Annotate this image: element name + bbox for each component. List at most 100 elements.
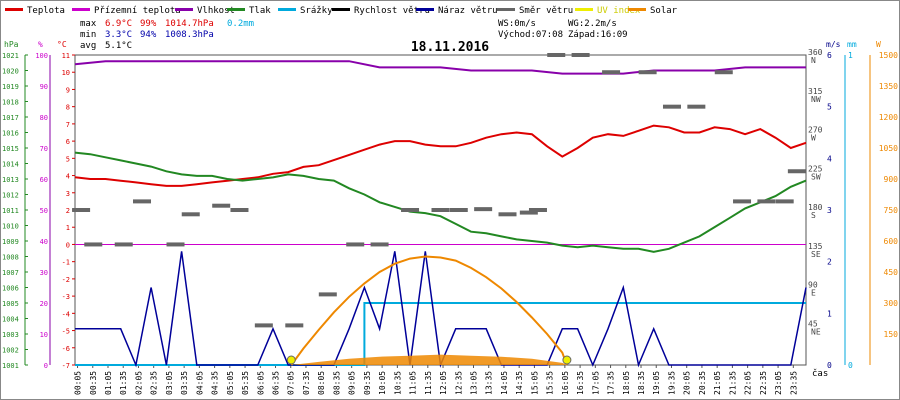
x-tick-6: 03:05 — [165, 371, 174, 395]
stat-max-label: max — [80, 19, 97, 29]
hpa-tick-1020: 1020 — [2, 68, 19, 76]
celsius-tick-9: 9 — [66, 86, 70, 94]
x-tick-label-1: 00:35 — [89, 371, 98, 395]
wind-dir-mark-22 — [602, 70, 621, 75]
stat-wind-speed: WS:0m/s — [498, 19, 536, 29]
x-tick-40: 20:05 — [683, 371, 692, 395]
hpa-tick-1006: 1006 — [2, 285, 19, 293]
hpa-tick-1019: 1019 — [2, 83, 19, 91]
hpa-tick-1003: 1003 — [2, 331, 19, 339]
x-tick-label-37: 18:35 — [637, 371, 646, 395]
x-tick-27: 13:35 — [485, 371, 494, 395]
x-tick-label-20: 10:05 — [378, 371, 387, 395]
x-tick-label-11: 05:35 — [241, 371, 250, 395]
x-tick-label-25: 12:35 — [454, 371, 463, 395]
percent-tick-90: 90 — [40, 83, 48, 91]
ms-tick-3: 3 — [827, 206, 832, 215]
celsius-tick-10: 10 — [62, 69, 70, 77]
wind-dir-mark-13 — [401, 208, 420, 212]
legend-label-2: Vlhkost — [197, 6, 235, 16]
dir-tick-dir-360: N — [811, 56, 816, 65]
series-sm-r-v-tru — [72, 53, 806, 328]
x-tick-1: 00:35 — [89, 371, 98, 395]
dir-tick-num-135: 135 — [808, 242, 823, 251]
wind-dir-mark-9 — [285, 323, 304, 328]
x-tick-label-46: 23:05 — [774, 371, 783, 395]
ms-tick-2: 2 — [827, 258, 832, 267]
series-solar — [290, 255, 568, 366]
x-tick-0: 00:05 — [74, 371, 83, 395]
celsius-tick-4: 4 — [66, 173, 70, 181]
stat-max-hum: 99% — [140, 19, 157, 29]
x-tick-label-35: 17:35 — [607, 371, 616, 395]
celsius-tick-1: 1 — [66, 224, 70, 232]
stat-max-temp: 6.9°C — [105, 19, 132, 29]
dir-tick-dir-315: NW — [811, 95, 821, 104]
legend-swatch-8 — [575, 8, 593, 11]
wind-dir-mark-8 — [254, 323, 273, 328]
wind-dir-mark-21 — [571, 53, 590, 57]
x-tick-25: 12:35 — [454, 371, 463, 395]
x-tick-label-9: 04:35 — [211, 371, 220, 395]
x-tick-label-8: 04:05 — [195, 371, 204, 395]
wind-dir-mark-3 — [133, 199, 152, 204]
celsius-tick-6: 6 — [66, 138, 70, 146]
dir-tick-dir-135: SE — [811, 250, 821, 259]
celsius-tick--4: -4 — [62, 310, 70, 318]
wind-dir-mark-19 — [528, 208, 547, 212]
x-tick-28: 14:05 — [500, 371, 509, 395]
legend-label-1: Přízemní teplota — [94, 6, 181, 16]
x-tick-29: 14:35 — [515, 371, 524, 395]
series-tlak — [74, 151, 807, 253]
x-tick-label-6: 03:05 — [165, 371, 174, 395]
celsius-tick--6: -6 — [62, 345, 70, 353]
x-tick-8: 04:05 — [195, 371, 204, 395]
series-uv-index — [286, 355, 572, 365]
legend-label-4: Srážky — [300, 6, 333, 16]
legend: Teplota Přízemní teplota Vlhkost Tlak Srážky… — [5, 6, 678, 16]
legend-swatch-3 — [227, 8, 245, 11]
series-teplota — [74, 124, 807, 187]
x-tick-21: 10:35 — [393, 371, 402, 395]
hpa-tick-1012: 1012 — [2, 192, 19, 200]
wm2-tick-1500: 1500 — [879, 51, 898, 60]
wind-dir-mark-10 — [318, 292, 337, 297]
x-tick-17: 08:35 — [332, 371, 341, 395]
celsius-tick-2: 2 — [66, 207, 70, 215]
axes: hPa1001100210031004100510061007100810091… — [2, 40, 898, 395]
series-solar-nam-eno — [291, 354, 567, 365]
legend-swatch-9 — [628, 8, 646, 11]
celsius-tick--1: -1 — [62, 259, 70, 267]
x-tick-20: 10:05 — [378, 371, 387, 395]
x-tick-35: 17:35 — [607, 371, 616, 395]
x-tick-label-27: 13:35 — [485, 371, 494, 395]
x-tick-label-39: 19:35 — [667, 371, 676, 395]
legend-label-0: Teplota — [27, 6, 65, 16]
wm2-tick-750: 750 — [884, 206, 899, 215]
ms-tick-0: 0 — [827, 361, 832, 370]
ms-tick-5: 5 — [827, 103, 832, 112]
stat-avg-label: avg — [80, 41, 96, 51]
dir-tick-num-270: 270 — [808, 126, 823, 135]
stat-min-label: min — [80, 30, 96, 40]
uv-marker-0 — [286, 355, 296, 365]
x-tick-label-31: 15:35 — [546, 371, 555, 395]
hpa-tick-1002: 1002 — [2, 347, 19, 355]
legend-label-9: Solar — [650, 6, 678, 16]
x-tick-39: 19:35 — [667, 371, 676, 395]
x-tick-19: 09:35 — [363, 371, 372, 395]
x-tick-18: 09:05 — [348, 371, 357, 395]
legend-label-3: Tlak — [249, 6, 271, 16]
legend-swatch-6 — [416, 8, 434, 11]
celsius-tick-3: 3 — [66, 190, 70, 198]
percent-tick-50: 50 — [40, 207, 48, 215]
x-tick-label-18: 09:05 — [348, 371, 357, 395]
percent-tick-60: 60 — [40, 176, 48, 184]
wind-dir-mark-28 — [757, 199, 776, 204]
x-tick-4: 02:05 — [134, 371, 143, 395]
legend-swatch-0 — [5, 8, 23, 11]
x-tick-30: 15:05 — [530, 371, 539, 395]
plot-area — [72, 53, 807, 368]
x-tick-label-30: 15:05 — [530, 371, 539, 395]
wm2-tick-1350: 1350 — [879, 82, 898, 91]
